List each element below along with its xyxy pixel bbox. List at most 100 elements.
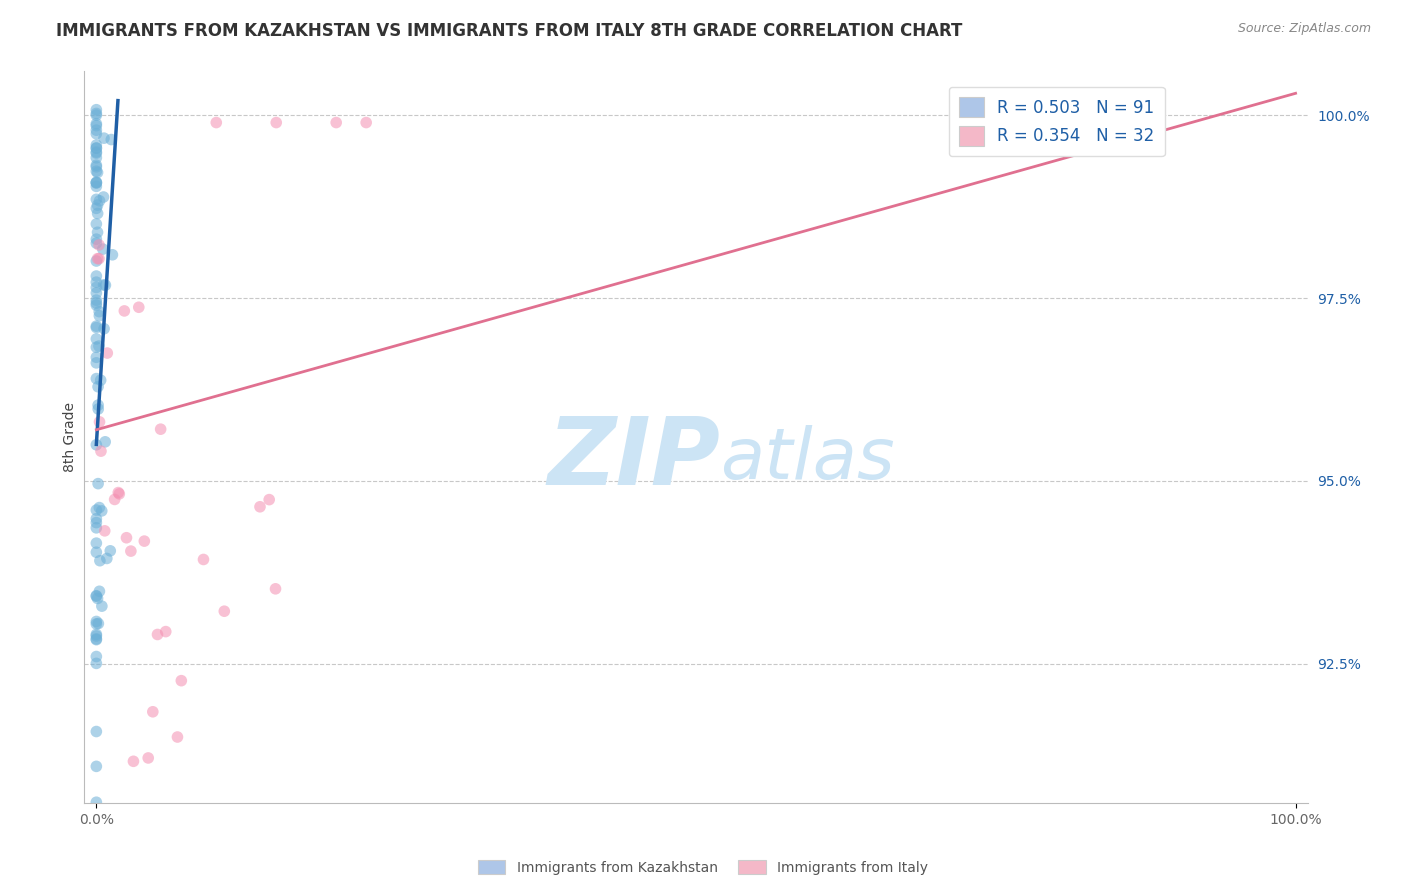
Point — [89, 304, 111, 318]
Point — [90, 504, 112, 518]
Point — [86, 106, 108, 120]
Point — [87, 398, 110, 412]
Point — [86, 103, 108, 117]
Point — [257, 492, 280, 507]
Point — [87, 476, 110, 491]
Point — [87, 339, 110, 353]
Point — [86, 160, 108, 174]
Point — [96, 551, 118, 566]
Point — [86, 516, 108, 530]
Point — [104, 492, 127, 507]
Point — [86, 138, 108, 153]
Point — [96, 346, 118, 360]
Point — [89, 194, 111, 208]
Point — [86, 236, 108, 251]
Point — [93, 524, 115, 538]
Point — [93, 322, 115, 336]
Point — [86, 795, 108, 809]
Point — [86, 141, 108, 155]
Point — [166, 730, 188, 744]
Point — [86, 141, 108, 155]
Point — [264, 582, 287, 596]
Point — [149, 422, 172, 436]
Point — [86, 503, 108, 517]
Point — [86, 657, 108, 671]
Point — [94, 278, 117, 293]
Point — [86, 285, 108, 300]
Point — [93, 190, 115, 204]
Point — [86, 254, 108, 268]
Point — [89, 500, 111, 515]
Legend: Immigrants from Kazakhstan, Immigrants from Italy: Immigrants from Kazakhstan, Immigrants f… — [472, 855, 934, 880]
Point — [86, 340, 108, 354]
Y-axis label: 8th Grade: 8th Grade — [63, 402, 77, 472]
Point — [122, 754, 145, 768]
Point — [128, 300, 150, 314]
Point — [89, 415, 111, 429]
Point — [86, 320, 108, 334]
Point — [86, 356, 108, 370]
Point — [155, 624, 177, 639]
Point — [86, 649, 108, 664]
Point — [90, 444, 112, 458]
Point — [264, 115, 287, 129]
Point — [86, 351, 108, 365]
Point — [354, 115, 377, 129]
Point — [86, 591, 108, 606]
Point — [170, 673, 193, 688]
Point — [86, 293, 108, 307]
Point — [86, 206, 108, 220]
Point — [120, 544, 142, 558]
Point — [86, 629, 108, 643]
Point — [86, 164, 108, 178]
Point — [193, 552, 215, 566]
Text: atlas: atlas — [720, 425, 896, 493]
Point — [205, 115, 228, 129]
Point — [86, 252, 108, 266]
Point — [93, 131, 115, 145]
Point — [87, 616, 110, 631]
Point — [87, 238, 110, 252]
Point — [86, 151, 108, 165]
Point — [87, 402, 110, 417]
Point — [87, 380, 110, 394]
Point — [86, 589, 108, 603]
Point — [146, 627, 169, 641]
Point — [86, 511, 108, 525]
Text: IMMIGRANTS FROM KAZAKHSTAN VS IMMIGRANTS FROM ITALY 8TH GRADE CORRELATION CHART: IMMIGRANTS FROM KAZAKHSTAN VS IMMIGRANTS… — [56, 22, 963, 40]
Point — [86, 119, 108, 133]
Point — [86, 108, 108, 122]
Point — [108, 487, 131, 501]
Point — [86, 176, 108, 190]
Point — [86, 371, 108, 385]
Point — [136, 751, 159, 765]
Point — [93, 277, 115, 292]
Point — [86, 202, 108, 216]
Point — [112, 304, 135, 318]
Point — [86, 146, 108, 161]
Point — [86, 616, 108, 631]
Point — [86, 296, 108, 310]
Point — [86, 192, 108, 206]
Point — [90, 599, 112, 614]
Point — [86, 145, 108, 159]
Text: ZIP: ZIP — [547, 413, 720, 505]
Point — [86, 627, 108, 641]
Point — [86, 298, 108, 312]
Point — [86, 198, 108, 212]
Point — [142, 705, 165, 719]
Point — [94, 434, 117, 449]
Point — [98, 544, 121, 558]
Point — [86, 632, 108, 646]
Point — [86, 217, 108, 231]
Text: Source: ZipAtlas.com: Source: ZipAtlas.com — [1237, 22, 1371, 36]
Point — [86, 158, 108, 172]
Point — [86, 280, 108, 294]
Point — [134, 534, 156, 549]
Point — [86, 123, 108, 137]
Point — [86, 225, 108, 239]
Point — [90, 373, 112, 387]
Point — [86, 165, 108, 179]
Point — [86, 179, 108, 194]
Point — [86, 127, 108, 141]
